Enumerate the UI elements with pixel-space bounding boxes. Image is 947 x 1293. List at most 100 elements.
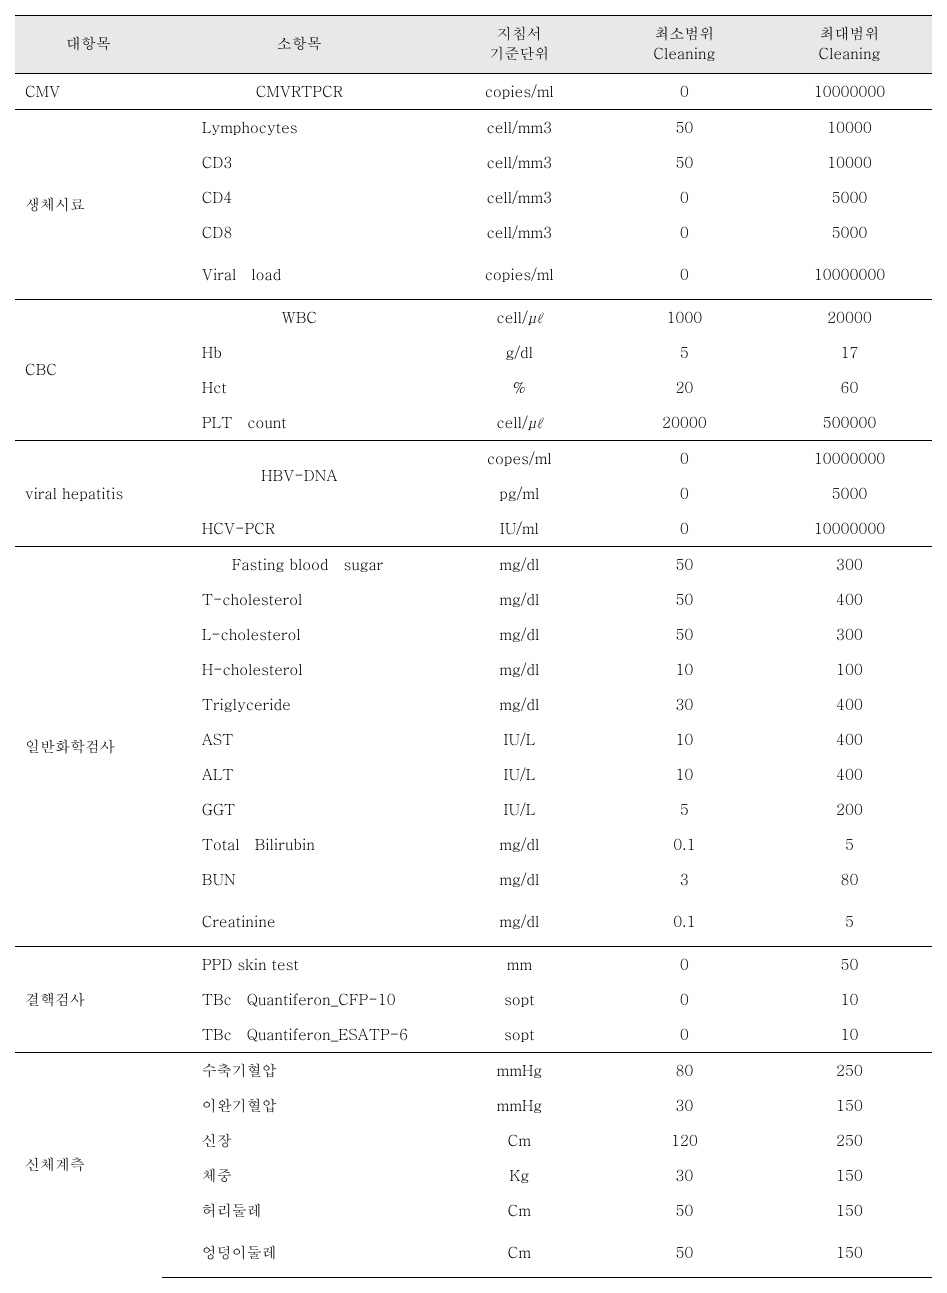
- unit-cell: mg/dl: [437, 897, 602, 947]
- table-row: CBCWBCcell/μℓ100020000: [15, 299, 932, 335]
- unit-cell: mmHg: [437, 1052, 602, 1088]
- unit-cell: mg/dl: [437, 617, 602, 652]
- max-cell: 5000: [767, 215, 932, 250]
- sub-cell: 엉덩이둘레: [162, 1228, 437, 1278]
- max-cell: 400: [767, 582, 932, 617]
- unit-cell: mm: [437, 946, 602, 982]
- col-max: 최대범위Cleaning: [767, 16, 932, 74]
- table-row: 생체시료Lymphocytescell/mm35010000: [15, 109, 932, 145]
- max-cell: 10000000: [767, 440, 932, 476]
- unit-cell: IU/L: [437, 792, 602, 827]
- min-cell: 30: [602, 687, 767, 722]
- min-cell: 5: [602, 792, 767, 827]
- min-cell: 10: [602, 757, 767, 792]
- max-cell: 300: [767, 617, 932, 652]
- max-cell: 300: [767, 546, 932, 582]
- unit-cell: g/dl: [437, 335, 602, 370]
- sub-cell: Lymphocytes: [162, 109, 437, 145]
- unit-cell: cell/μℓ: [437, 405, 602, 441]
- max-cell: 10000000: [767, 250, 932, 300]
- min-cell: 0: [602, 946, 767, 982]
- unit-cell: cell/mm3: [437, 180, 602, 215]
- max-cell: 5: [767, 897, 932, 947]
- unit-cell: cell/mm3: [437, 215, 602, 250]
- sub-cell: T-cholesterol: [162, 582, 437, 617]
- max-cell: 10000: [767, 145, 932, 180]
- max-cell: 250: [767, 1123, 932, 1158]
- min-cell: 30: [602, 1158, 767, 1193]
- max-cell: 5000: [767, 476, 932, 511]
- max-cell: 150: [767, 1228, 932, 1278]
- unit-cell: sopt: [437, 982, 602, 1017]
- max-cell: 10000000: [767, 511, 932, 547]
- min-cell: 120: [602, 1123, 767, 1158]
- unit-cell: mmHg: [437, 1088, 602, 1123]
- max-cell: 17: [767, 335, 932, 370]
- sub-cell: CD4: [162, 180, 437, 215]
- sub-cell: Hb: [162, 335, 437, 370]
- sub-cell: CMVRTPCR: [162, 73, 437, 109]
- unit-cell: pg/ml: [437, 476, 602, 511]
- table-row: 결핵검사PPD skin testmm050: [15, 946, 932, 982]
- max-cell: 50: [767, 946, 932, 982]
- sub-cell: HCV-PCR: [162, 511, 437, 547]
- min-cell: 50: [602, 546, 767, 582]
- min-cell: 20000: [602, 405, 767, 441]
- sub-cell: WBC: [162, 299, 437, 335]
- min-cell: 0: [602, 215, 767, 250]
- min-cell: 50: [602, 1193, 767, 1228]
- unit-cell: mg/dl: [437, 652, 602, 687]
- min-cell: 10: [602, 652, 767, 687]
- max-cell: 200: [767, 792, 932, 827]
- sub-cell: Fasting blood sugar: [162, 546, 437, 582]
- unit-cell: mg/dl: [437, 582, 602, 617]
- max-cell: 20000: [767, 299, 932, 335]
- sub-cell: Viral load: [162, 250, 437, 300]
- max-cell: 500000: [767, 405, 932, 441]
- min-cell: 50: [602, 582, 767, 617]
- major-cell: CBC: [15, 299, 162, 440]
- sub-cell: PLT count: [162, 405, 437, 441]
- max-cell: 10000000: [767, 73, 932, 109]
- min-cell: 0: [602, 982, 767, 1017]
- max-cell: 400: [767, 757, 932, 792]
- medical-reference-table: 대항목 소항목 지침서기준단위 최소범위Cleaning 최대범위Cleanin…: [15, 15, 932, 1278]
- sub-cell: HBV-DNA: [162, 440, 437, 511]
- unit-cell: IU/L: [437, 722, 602, 757]
- sub-cell: 수축기혈압: [162, 1052, 437, 1088]
- sub-cell: TBc Quantiferon_ESATP-6: [162, 1017, 437, 1053]
- sub-cell: 체중: [162, 1158, 437, 1193]
- unit-cell: copes/ml: [437, 440, 602, 476]
- min-cell: 5: [602, 335, 767, 370]
- sub-cell: ALT: [162, 757, 437, 792]
- min-cell: 1000: [602, 299, 767, 335]
- max-cell: 150: [767, 1088, 932, 1123]
- max-cell: 10000: [767, 109, 932, 145]
- min-cell: 30: [602, 1088, 767, 1123]
- major-cell: 결핵검사: [15, 946, 162, 1052]
- unit-cell: Cm: [437, 1123, 602, 1158]
- min-cell: 50: [602, 109, 767, 145]
- unit-cell: mg/dl: [437, 827, 602, 862]
- col-min: 최소범위Cleaning: [602, 16, 767, 74]
- col-sub: 소항목: [162, 16, 437, 74]
- major-cell: 신체계측: [15, 1052, 162, 1277]
- unit-cell: Kg: [437, 1158, 602, 1193]
- max-cell: 400: [767, 687, 932, 722]
- max-cell: 60: [767, 370, 932, 405]
- min-cell: 0.1: [602, 897, 767, 947]
- sub-cell: BUN: [162, 862, 437, 897]
- unit-cell: %: [437, 370, 602, 405]
- min-cell: 50: [602, 1228, 767, 1278]
- sub-cell: AST: [162, 722, 437, 757]
- sub-cell: GGT: [162, 792, 437, 827]
- major-cell: 생체시료: [15, 109, 162, 299]
- min-cell: 0: [602, 1017, 767, 1053]
- min-cell: 0: [602, 250, 767, 300]
- unit-cell: IU/ml: [437, 511, 602, 547]
- unit-cell: mg/dl: [437, 546, 602, 582]
- sub-cell: PPD skin test: [162, 946, 437, 982]
- unit-cell: cell/mm3: [437, 145, 602, 180]
- max-cell: 100: [767, 652, 932, 687]
- min-cell: 20: [602, 370, 767, 405]
